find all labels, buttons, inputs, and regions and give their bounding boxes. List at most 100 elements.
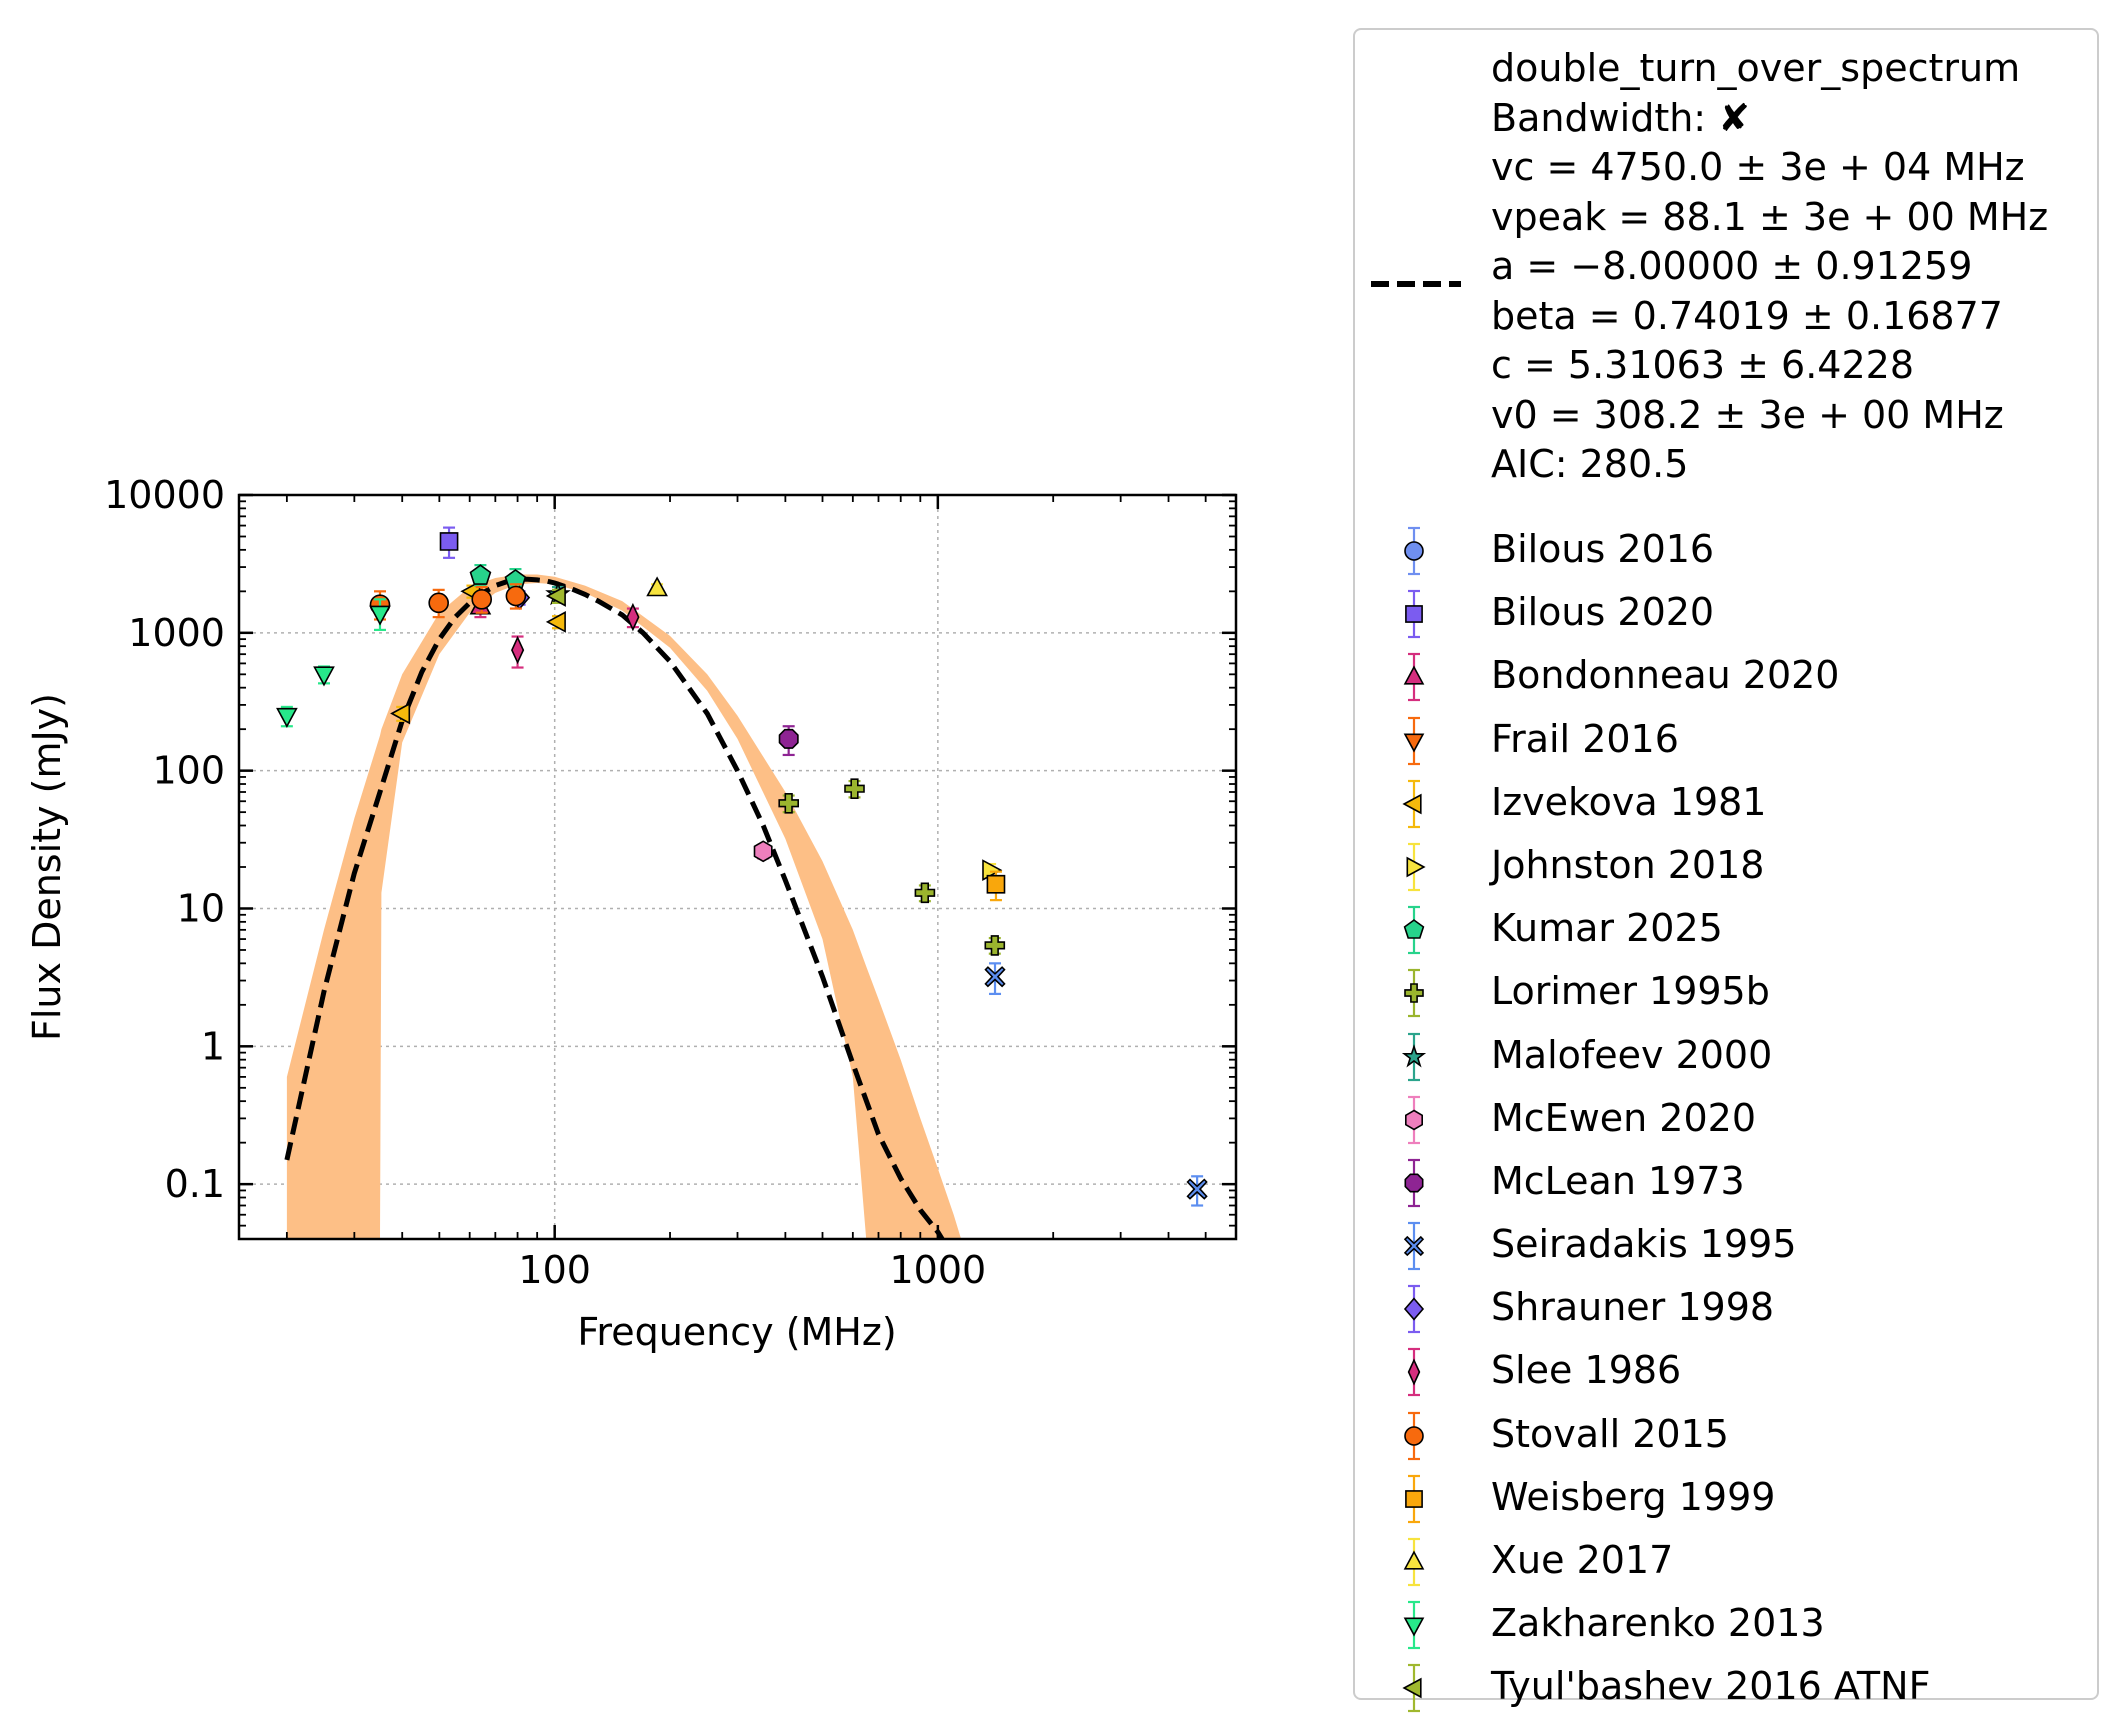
marker-square (986, 874, 1006, 894)
data-point (626, 602, 640, 632)
data-point (984, 962, 1006, 996)
data-point (276, 705, 298, 728)
legend-marker (1403, 1221, 1425, 1271)
data-point (369, 598, 391, 632)
data-point (844, 778, 865, 800)
y-tick-label: 1 (201, 1024, 225, 1068)
legend-marker-diamond (1403, 1297, 1425, 1321)
data-point (511, 635, 525, 669)
y-tick-label: 10 (177, 886, 225, 930)
data-point (914, 882, 936, 904)
marker-circle (505, 585, 527, 607)
fit-line-bandwidth: Bandwidth: ✘ (1491, 95, 1751, 140)
legend-marker-triangle-down (1403, 733, 1425, 753)
x-tick-label: 1000 (889, 1248, 986, 1292)
legend-marker (1407, 1348, 1421, 1397)
legend-marker (1402, 1664, 1422, 1713)
data-point (545, 611, 566, 633)
fit-uncertainty-band-layer (286, 574, 962, 1239)
legend-marker (1404, 1095, 1424, 1144)
marker-hexagon (753, 840, 773, 863)
legend-marker (1406, 842, 1426, 892)
fit-line-aic: AIC: 280.5 (1491, 442, 1689, 486)
axis-ticks (239, 493, 1237, 1240)
legend-item: Seiradakis 1995 (1355, 1213, 2097, 1276)
legend-item: Frail 2016 (1355, 708, 2097, 771)
legend-marker-triangle-up (1403, 1550, 1425, 1570)
marker-triangle-left (545, 611, 566, 633)
marker-triangle-down (369, 605, 391, 626)
fit-line-vpeak: vpeak = 88.1 ± 3e + 00 MHz (1491, 194, 2049, 239)
fit-curve-layer (284, 576, 946, 1239)
legend-item: Malofeev 2000 (1355, 1024, 2097, 1087)
dashed-line-swatch (1371, 281, 1461, 287)
marker-octagon (778, 728, 799, 749)
y-tick-label: 100 (152, 749, 225, 793)
legend-marker-circle (1404, 1425, 1424, 1446)
y-axis-label: Flux Density (mJy) (25, 693, 69, 1041)
data-point (986, 870, 1006, 902)
legend-marker (1405, 590, 1423, 639)
legend-label: Johnston 2018 (1491, 842, 1765, 887)
legend-label: Tyul'bashev 2016 ATNF (1491, 1664, 1931, 1709)
data-point (439, 526, 459, 559)
legend-marker (1404, 526, 1424, 576)
legend-label: McEwen 2020 (1491, 1095, 1757, 1140)
legend-marker-circle (1404, 541, 1424, 561)
legend-label: Kumar 2025 (1491, 906, 1723, 951)
fit-line-a: a = −8.00000 ± 0.91259 (1491, 244, 1973, 288)
legend-label: McLean 1973 (1491, 1158, 1745, 1203)
data-point (428, 588, 449, 619)
data-point (471, 585, 493, 614)
legend-label: Zakharenko 2013 (1491, 1601, 1825, 1646)
x-tick-label: 100 (518, 1248, 591, 1292)
x-axis-label: Frequency (MHz) (577, 1310, 896, 1354)
data-point (313, 665, 335, 687)
y-tick-label: 0.1 (165, 1162, 225, 1206)
fit-line-vc: vc = 4750.0 ± 3e + 04 MHz (1491, 145, 2025, 189)
marker-square (439, 532, 459, 551)
axis-tick-labels: 100 1000 0.1 1 10 100 1000 10000 (104, 473, 986, 1292)
data-point (469, 564, 492, 587)
fit-parameters: double_turn_over_spectrum Bandwidth: ✘ v… (1491, 44, 2048, 490)
legend-marker (1405, 1474, 1423, 1523)
legend-item: Xue 2017 (1355, 1529, 2097, 1592)
legend-label: Xue 2017 (1491, 1538, 1674, 1582)
marker-x (984, 966, 1006, 988)
flux-density-chart: 100 1000 0.1 1 10 100 1000 10000 Frequency (MHz… (25, 473, 1238, 1354)
data-point (646, 576, 668, 597)
fit-line-v0: v0 = 308.2 ± 3e + 00 MHz (1491, 392, 2004, 437)
legend-marker-hexagon (1404, 1109, 1424, 1131)
legend-series-list: Bilous 2016 Bilous 2020 Bondonneau 2020 Fra… (1355, 518, 2097, 1719)
legend-item: Stovall 2015 (1355, 1403, 2097, 1466)
legend-marker-star (1401, 1043, 1427, 1067)
legend-item: Slee 1986 (1355, 1339, 2097, 1402)
data-point (1186, 1175, 1208, 1207)
fit-line-beta: beta = 0.74019 ± 0.16877 (1491, 293, 2003, 338)
legend-marker-triangle-left (1402, 1678, 1422, 1699)
marker-circle (471, 589, 493, 610)
legend-label: Slee 1986 (1491, 1348, 1682, 1393)
legend-item: Zakharenko 2013 (1355, 1592, 2097, 1655)
legend-label: Shrauner 1998 (1491, 1285, 1775, 1330)
legend-item: Lorimer 1995b (1355, 960, 2097, 1023)
data-point (778, 792, 800, 814)
y-tick-label: 1000 (128, 611, 225, 655)
data-point (505, 583, 527, 610)
legend-marker (1404, 1158, 1424, 1207)
marker-circle (428, 592, 449, 614)
legend-item: McLean 1973 (1355, 1150, 2097, 1213)
legend-marker-thin-diamond (1407, 1358, 1421, 1387)
legend-label: Bilous 2020 (1491, 590, 1715, 635)
legend-label: Izvekova 1981 (1491, 779, 1767, 824)
legend-marker-plus (1404, 983, 1424, 1004)
chart-legend: double_turn_over_spectrum Bandwidth: ✘ v… (1353, 28, 2099, 1713)
legend-marker (1403, 1601, 1425, 1650)
y-tick-label: 10000 (104, 473, 225, 517)
legend-item: Bondonneau 2020 (1355, 644, 2097, 707)
legend-marker (1404, 969, 1424, 1018)
fit-curve (284, 576, 946, 1239)
legend-item: Tyul'bashev 2016 ATNF (1355, 1655, 2097, 1718)
data-point (778, 725, 799, 757)
legend-marker (1403, 906, 1425, 955)
